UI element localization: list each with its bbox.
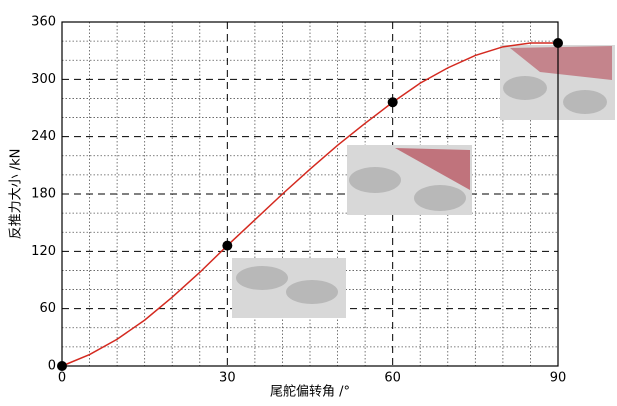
inset-shape	[349, 167, 401, 193]
y-tick-label: 60	[39, 301, 56, 316]
y-tick-label: 360	[31, 15, 56, 30]
x-axis-label: 尾舵偏转角 /°	[270, 385, 350, 400]
inset-shape	[563, 90, 607, 114]
y-tick-label: 300	[31, 72, 56, 87]
x-tick-label: 30	[219, 371, 236, 386]
chart: 尾舵偏转角 /° 反推力大小 /kN 0 30 60 90 0 60 120 180 240 30…	[0, 0, 617, 402]
y-tick-label: 180	[31, 187, 56, 202]
x-tick-label: 90	[550, 371, 567, 386]
y-tick-label: 0	[48, 359, 56, 374]
y-axis-label: 反推力大小 /kN	[9, 149, 24, 240]
x-tick-label: 60	[384, 371, 401, 386]
marker	[222, 241, 232, 251]
y-tick-label: 120	[31, 244, 56, 259]
x-tick-label: 0	[58, 371, 66, 386]
y-tick-label: 240	[31, 129, 56, 144]
inset-shape	[286, 280, 338, 304]
marker	[57, 361, 67, 371]
inset-shape	[414, 185, 466, 211]
marker	[388, 97, 398, 107]
inset-shape	[503, 76, 547, 100]
inset-shape	[236, 266, 288, 290]
marker	[553, 38, 563, 48]
